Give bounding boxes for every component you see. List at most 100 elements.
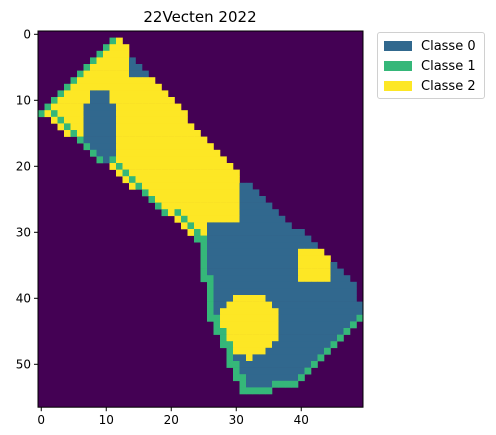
heatmap-cell xyxy=(129,182,136,190)
heatmap-cell xyxy=(252,189,260,197)
heatmap-cell xyxy=(155,97,162,104)
heatmap-cell xyxy=(220,308,227,316)
heatmap-cell xyxy=(148,189,156,197)
heatmap-cell xyxy=(213,242,221,250)
heatmap-cell xyxy=(246,328,253,335)
heatmap-cell xyxy=(265,202,273,210)
heatmap-cell xyxy=(200,242,208,250)
heatmap-cell xyxy=(135,70,143,78)
heatmap-cell xyxy=(135,182,143,190)
heatmap-cell xyxy=(259,281,266,289)
heatmap-cell xyxy=(220,268,227,276)
heatmap-cell xyxy=(246,380,253,388)
heatmap-cell xyxy=(70,123,78,131)
legend: Classe 0 Classe 1 Classe 2 xyxy=(377,32,485,99)
heatmap-cell xyxy=(304,341,312,349)
heatmap-cell xyxy=(272,229,279,236)
heatmap-cell xyxy=(278,367,286,375)
heatmap-cell xyxy=(226,242,234,250)
heatmap-cell xyxy=(233,321,240,329)
heatmap-cell xyxy=(220,301,227,309)
heatmap-cell xyxy=(135,123,143,131)
heatmap-cell xyxy=(278,222,286,230)
heatmap-cell xyxy=(278,321,286,329)
heatmap-cell xyxy=(259,242,266,250)
heatmap-cell xyxy=(291,229,299,236)
heatmap-cell xyxy=(239,354,247,362)
heatmap-cell xyxy=(285,374,292,382)
heatmap-cell xyxy=(233,196,240,203)
heatmap-cell xyxy=(246,281,253,289)
heatmap-cell xyxy=(213,235,221,243)
heatmap-cell xyxy=(233,215,240,223)
heatmap-cell xyxy=(265,374,273,382)
heatmap-cell xyxy=(343,314,351,322)
heatmap-cell xyxy=(220,314,227,322)
heatmap-cell xyxy=(122,57,130,65)
heatmap-cell xyxy=(259,222,266,230)
heatmap-cell xyxy=(83,110,91,118)
heatmap-cell xyxy=(174,189,182,197)
heatmap-cell xyxy=(311,295,318,302)
heatmap-cell xyxy=(246,235,253,243)
heatmap-cell xyxy=(311,262,318,269)
legend-label: Classe 2 xyxy=(421,78,476,94)
heatmap-cell xyxy=(148,143,156,151)
heatmap-cell xyxy=(259,314,266,322)
heatmap-cell xyxy=(272,341,279,349)
heatmap-cell xyxy=(343,295,351,302)
heatmap-cell xyxy=(291,354,299,362)
heatmap-cell xyxy=(83,83,91,91)
heatmap-cell xyxy=(64,83,71,91)
heatmap-cell xyxy=(330,262,338,269)
heatmap-cell xyxy=(83,97,91,104)
heatmap-cell xyxy=(181,169,188,177)
heatmap-cell xyxy=(103,50,110,58)
heatmap-cell xyxy=(213,163,221,170)
heatmap-cell xyxy=(142,70,149,78)
heatmap-cell xyxy=(155,196,162,203)
heatmap-cell xyxy=(168,169,175,177)
heatmap-cell xyxy=(83,123,91,131)
heatmap-cell xyxy=(194,176,201,184)
heatmap-cell xyxy=(233,301,240,309)
heatmap-cell xyxy=(304,288,312,296)
heatmap-cell xyxy=(278,262,286,269)
heatmap-cell xyxy=(343,301,351,309)
heatmap-cell xyxy=(57,103,65,111)
heatmap-cell xyxy=(317,341,325,349)
heatmap-cell xyxy=(77,110,84,118)
heatmap-cell xyxy=(278,374,286,382)
heatmap-cell xyxy=(272,295,279,302)
heatmap-cell xyxy=(246,295,253,302)
heatmap-cell xyxy=(291,321,299,329)
heatmap-cell xyxy=(252,229,260,236)
heatmap-cell xyxy=(239,321,247,329)
heatmap-cell xyxy=(90,143,97,151)
heatmap-cell xyxy=(356,301,364,309)
heatmap-cell xyxy=(311,248,318,256)
heatmap-cell xyxy=(304,281,312,289)
heatmap-cell xyxy=(233,189,240,197)
heatmap-cell xyxy=(200,143,208,151)
heatmap-cell xyxy=(220,281,227,289)
heatmap-cell xyxy=(330,268,338,276)
heatmap-cell xyxy=(109,136,117,144)
heatmap-cell xyxy=(142,163,149,170)
heatmap-cell xyxy=(311,281,318,289)
heatmap-cell xyxy=(64,123,71,131)
heatmap-cell xyxy=(272,354,279,362)
heatmap-cell xyxy=(239,361,247,368)
heatmap-cell xyxy=(148,110,156,118)
heatmap-cell xyxy=(135,103,143,111)
heatmap-cell xyxy=(246,354,253,362)
heatmap-cell xyxy=(220,262,227,269)
heatmap-cell xyxy=(298,328,305,335)
heatmap-cell xyxy=(96,130,104,137)
heatmap-cell xyxy=(304,242,312,250)
heatmap-cell xyxy=(168,123,175,131)
heatmap-cell xyxy=(304,262,312,269)
heatmap-cell xyxy=(259,334,266,342)
heatmap-cell xyxy=(116,123,123,131)
heatmap-cell xyxy=(70,116,78,124)
